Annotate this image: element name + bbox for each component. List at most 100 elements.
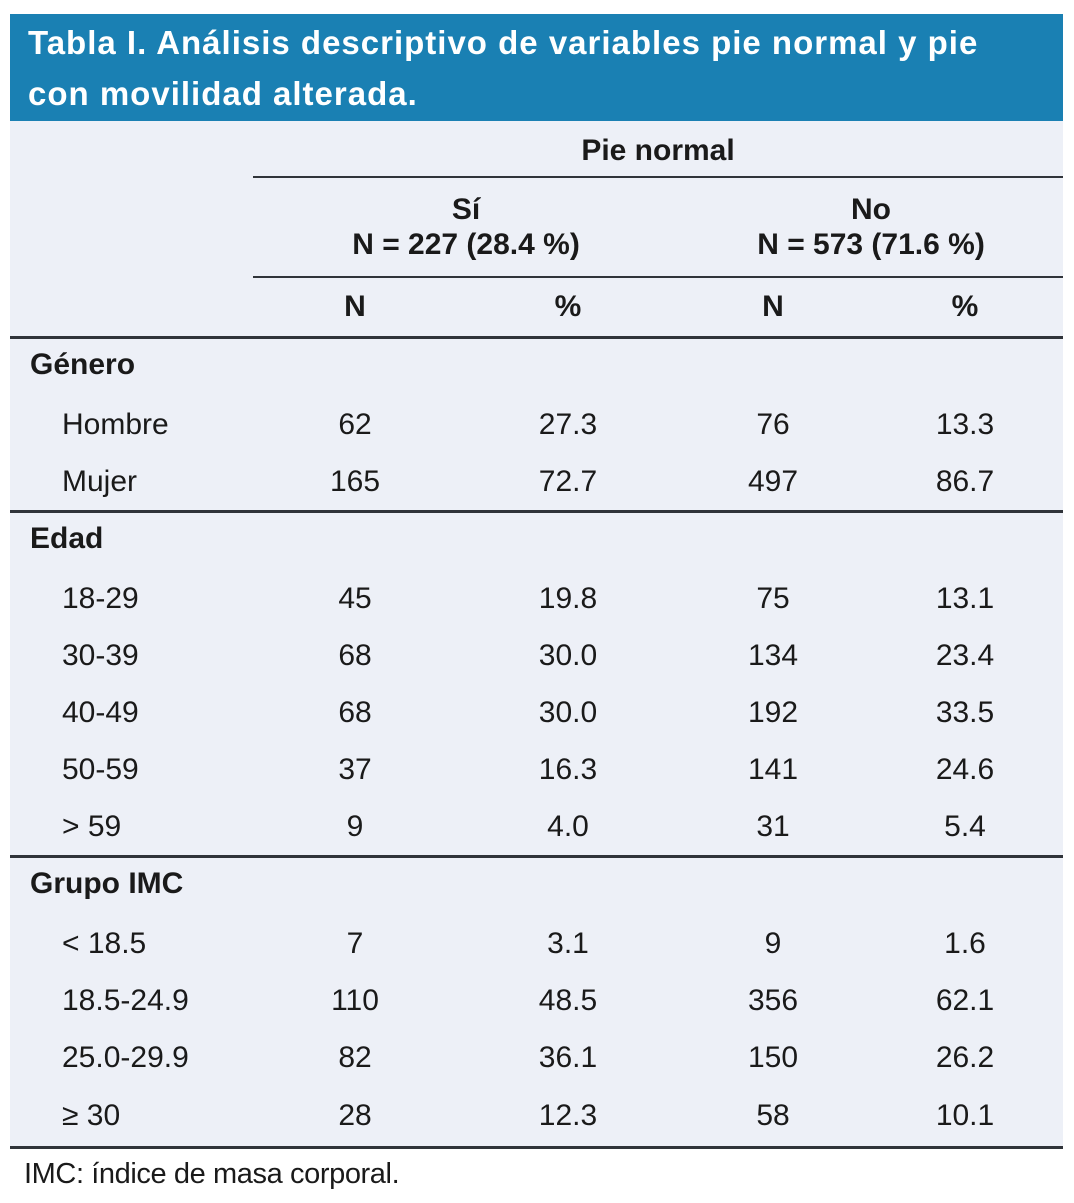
empty-cell [10, 278, 253, 336]
column-header-no-pct: % [951, 290, 979, 323]
section-empty-cell [253, 855, 457, 915]
subgroup-header-no: No N = 573 (71.6 %) [679, 178, 1064, 278]
value-cell: 19.8 [538, 581, 598, 615]
value-cell: 3.1 [547, 926, 589, 960]
column-header-no-n: N [762, 290, 784, 323]
subgroup-header-si: Sí N = 227 (28.4 %) [253, 178, 679, 278]
table-row: > 59 9 4.0 31 5.4 [10, 798, 1063, 855]
value-cell: 28 [253, 1086, 457, 1149]
value-cell: 72.7 [538, 464, 598, 498]
column-header-si-n: N [344, 290, 366, 323]
table-row: 25.0-29.9 82 36.1 150 26.2 [10, 1029, 1063, 1086]
subgroup-si-count: N = 227 (28.4 %) [352, 228, 580, 261]
value-cell: 62.1 [935, 983, 995, 1017]
subgroup-no-count: N = 573 (71.6 %) [757, 228, 985, 261]
value-cell: 48.5 [538, 983, 598, 1017]
empty-cell [10, 178, 253, 278]
section-empty-cell [867, 336, 1064, 396]
value-cell: 36.1 [538, 1040, 598, 1074]
value-cell: 68 [338, 695, 372, 729]
section-label: Género [10, 336, 253, 396]
value-cell: 31 [756, 809, 790, 843]
value-cell: 16.3 [538, 752, 598, 786]
value-cell: 76 [756, 407, 790, 441]
value-cell: 13.3 [935, 407, 995, 441]
column-header-row: N % N % [10, 278, 1063, 336]
table-row: Mujer 165 72.7 497 86.7 [10, 453, 1063, 510]
row-label: 50-59 [62, 752, 139, 786]
value-cell: 7 [346, 926, 364, 960]
value-cell: 82 [338, 1040, 372, 1074]
value-cell: 12.3 [457, 1086, 679, 1149]
row-label: 40-49 [62, 695, 139, 729]
section-edad: Edad 18-29 45 19.8 75 13.1 30-39 68 30.0 134 23.4 4… [10, 510, 1064, 855]
section-label: Edad [10, 510, 253, 570]
value-cell: 68 [338, 638, 372, 672]
value-cell: 1.6 [944, 926, 986, 960]
subgroup-si-label: Sí [451, 193, 481, 226]
row-label: 25.0-29.9 [62, 1040, 189, 1074]
value-cell: 10.1 [867, 1086, 1064, 1149]
value-cell: 30.0 [538, 695, 598, 729]
row-label: Hombre [62, 407, 169, 441]
value-cell: 165 [329, 464, 381, 498]
section-header-row: Edad [10, 510, 1064, 570]
row-label: 30-39 [62, 638, 139, 672]
value-cell: 27.3 [538, 407, 598, 441]
table-title-banner: Tabla I. Análisis descriptivo de variabl… [10, 14, 1063, 121]
section-empty-cell [457, 855, 679, 915]
value-cell: 5.4 [944, 809, 986, 843]
table-row: 18-29 45 19.8 75 13.1 [10, 570, 1063, 627]
value-cell: 86.7 [935, 464, 995, 498]
section-empty-cell [679, 855, 867, 915]
table-row: 50-59 37 16.3 141 24.6 [10, 741, 1063, 798]
value-cell: 62 [338, 407, 372, 441]
section-empty-cell [457, 510, 679, 570]
section-empty-cell [867, 510, 1064, 570]
section-grupo-imc: Grupo IMC < 18.5 7 3.1 9 1.6 18.5-24.9 110 48.5 3… [10, 855, 1064, 1149]
value-cell: 37 [338, 752, 372, 786]
subgroup-no-label: No [851, 193, 891, 226]
table-panel: Tabla I. Análisis descriptivo de variabl… [10, 14, 1064, 1191]
table-row: < 18.5 7 3.1 9 1.6 [10, 915, 1063, 972]
value-cell: 4.0 [547, 809, 589, 843]
row-label: < 18.5 [62, 926, 147, 960]
section-header-row: Grupo IMC [10, 855, 1064, 915]
section-empty-cell [867, 855, 1064, 915]
table-row: 40-49 68 30.0 192 33.5 [10, 684, 1063, 741]
table-row: 18.5-24.9 110 48.5 356 62.1 [10, 972, 1063, 1029]
row-label: > 59 [62, 809, 122, 843]
table-footnote: IMC: índice de masa corporal. [24, 1158, 400, 1190]
value-cell: 356 [747, 983, 799, 1017]
value-cell: 45 [338, 581, 372, 615]
value-cell: 192 [747, 695, 799, 729]
value-cell: 58 [679, 1086, 867, 1149]
section-empty-cell [679, 336, 867, 396]
row-label: 18-29 [62, 581, 139, 615]
subgroup-header-row: Sí N = 227 (28.4 %) No N = 573 (71.6 %) [10, 178, 1064, 278]
value-cell: 134 [747, 638, 799, 672]
statistics-table: Pie normal Sí N = 227 (28.4 %) No N = 57… [10, 121, 1064, 1149]
row-label: ≥ 30 [10, 1086, 253, 1149]
column-header-si-pct: % [554, 290, 582, 323]
section-empty-cell [253, 510, 457, 570]
value-cell: 26.2 [935, 1040, 995, 1074]
value-cell: 75 [756, 581, 790, 615]
value-cell: 141 [747, 752, 799, 786]
section-empty-cell [457, 336, 679, 396]
section-empty-cell [679, 510, 867, 570]
value-cell: 497 [747, 464, 799, 498]
value-cell: 110 [331, 983, 379, 1017]
table-row: 30-39 68 30.0 134 23.4 [10, 627, 1063, 684]
section-g-nero: Género Hombre 62 27.3 76 13.3 Mujer 165 72.7 497 8… [10, 336, 1064, 510]
empty-corner-cell [10, 121, 253, 178]
row-label: 18.5-24.9 [62, 983, 189, 1017]
value-cell: 13.1 [935, 581, 995, 615]
section-empty-cell [253, 336, 457, 396]
value-cell: 9 [346, 809, 364, 843]
table-row: ≥ 30 28 12.3 58 10.1 [10, 1086, 1064, 1149]
value-cell: 9 [764, 926, 782, 960]
table-header: Pie normal Sí N = 227 (28.4 %) No N = 57… [10, 121, 1064, 336]
value-cell: 150 [747, 1040, 799, 1074]
